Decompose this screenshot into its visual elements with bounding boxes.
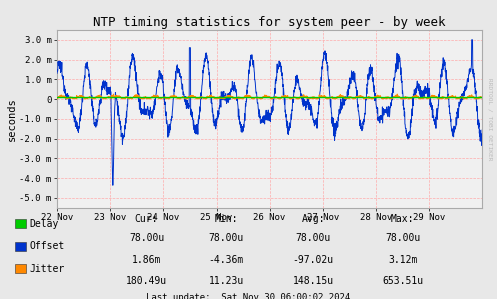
Text: -4.36m: -4.36m: [209, 254, 244, 265]
Text: Cur:: Cur:: [135, 214, 159, 224]
Text: Avg:: Avg:: [301, 214, 325, 224]
Text: RRDTOOL / TOBI OETIKER: RRDTOOL / TOBI OETIKER: [487, 78, 492, 161]
Text: Last update:  Sat Nov 30 06:00:02 2024: Last update: Sat Nov 30 06:00:02 2024: [147, 294, 350, 299]
Text: 3.12m: 3.12m: [388, 254, 417, 265]
Text: Offset: Offset: [30, 241, 65, 251]
Text: 11.23u: 11.23u: [209, 276, 244, 286]
Text: Delay: Delay: [30, 219, 59, 229]
Y-axis label: seconds: seconds: [6, 97, 16, 141]
Text: 1.86m: 1.86m: [132, 254, 162, 265]
Title: NTP timing statistics for system peer - by week: NTP timing statistics for system peer - …: [93, 16, 446, 29]
Text: 180.49u: 180.49u: [126, 276, 167, 286]
Text: Jitter: Jitter: [30, 263, 65, 274]
Text: 78.00u: 78.00u: [129, 233, 164, 243]
Text: 78.00u: 78.00u: [209, 233, 244, 243]
Text: 148.15u: 148.15u: [293, 276, 333, 286]
Text: Min:: Min:: [214, 214, 238, 224]
Text: -97.02u: -97.02u: [293, 254, 333, 265]
Text: Max:: Max:: [391, 214, 414, 224]
Text: 78.00u: 78.00u: [385, 233, 420, 243]
Text: 653.51u: 653.51u: [382, 276, 423, 286]
Text: 78.00u: 78.00u: [296, 233, 331, 243]
